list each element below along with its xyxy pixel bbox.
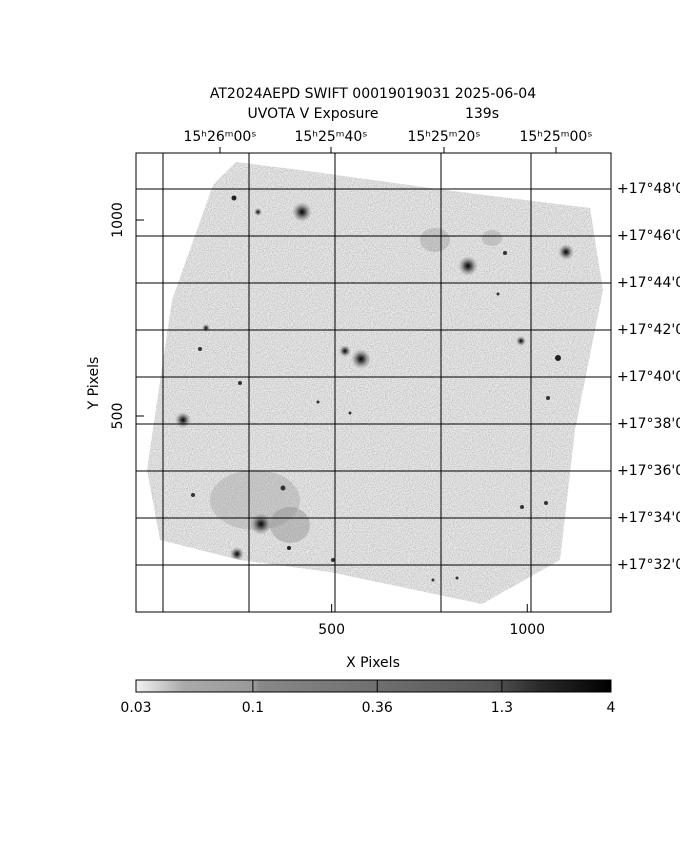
subtitle: UVOTA V Exposure bbox=[248, 106, 379, 122]
colorbar-tick-label: 1.3 bbox=[491, 700, 513, 716]
y-tick-label: 1000 bbox=[110, 202, 126, 238]
dec-label: +17°46'0 bbox=[617, 228, 680, 244]
dec-label: +17°38'0 bbox=[617, 416, 680, 432]
coordinate-grid bbox=[136, 153, 611, 612]
ra-label: 15ʰ25ᵐ00ˢ bbox=[519, 129, 592, 145]
x-tick-label: 500 bbox=[318, 622, 345, 638]
sky-image bbox=[147, 162, 603, 604]
dec-label: +17°42'0 bbox=[617, 322, 680, 338]
dec-label: +17°40'0 bbox=[617, 369, 680, 385]
x-tick-label: 1000 bbox=[509, 622, 545, 638]
ra-label: 15ʰ26ᵐ00ˢ bbox=[183, 129, 256, 145]
colorbar-tick-label: 0.1 bbox=[242, 700, 264, 716]
ra-label: 15ʰ25ᵐ20ˢ bbox=[407, 129, 480, 145]
dec-label: +17°36'0 bbox=[617, 463, 680, 479]
x-axis-label: X Pixels bbox=[346, 655, 400, 671]
dec-label: +17°44'0 bbox=[617, 275, 680, 291]
title: AT2024AEPD SWIFT 00019019031 2025-06-04 bbox=[210, 86, 536, 102]
colorbar-tick-label: 4 bbox=[607, 700, 616, 716]
y-tick-label: 500 bbox=[110, 403, 126, 430]
dec-label: +17°48'0 bbox=[617, 181, 680, 197]
plot-frame bbox=[135, 152, 612, 613]
ra-label: 15ʰ25ᵐ40ˢ bbox=[294, 129, 367, 145]
dec-label: +17°34'0 bbox=[617, 510, 680, 526]
colorbar-tick-label: 0.36 bbox=[362, 700, 393, 716]
dec-label: +17°32'0 bbox=[617, 557, 680, 573]
colorbar-tick-label: 0.03 bbox=[120, 700, 151, 716]
y-axis-label: Y Pixels bbox=[86, 357, 102, 411]
exposure: 139s bbox=[465, 106, 499, 122]
colorbar bbox=[135, 679, 612, 693]
